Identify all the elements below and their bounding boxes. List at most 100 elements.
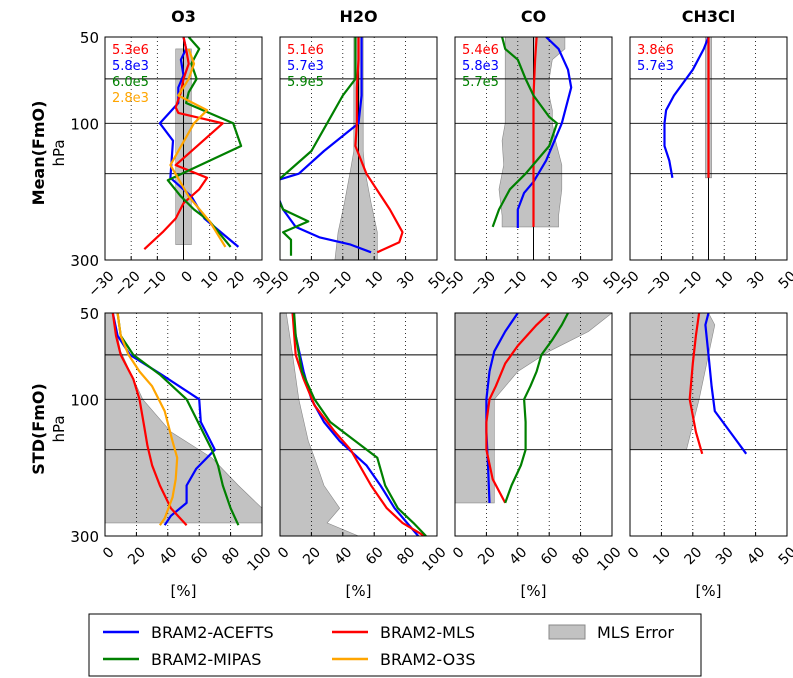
plot-frame bbox=[279, 36, 438, 261]
legend-label: MLS Error bbox=[597, 623, 674, 642]
count-label: 5.7e3 bbox=[287, 59, 324, 74]
plot-frame bbox=[279, 312, 438, 537]
series-bram2-mls bbox=[291, 313, 425, 536]
x-tick-label: 0 bbox=[450, 544, 468, 562]
x-tick-label: 0 bbox=[625, 544, 643, 562]
x-tick-label: −30 bbox=[467, 268, 499, 300]
series-bram2-mls bbox=[485, 313, 550, 504]
x-tick-label: 60 bbox=[188, 544, 212, 568]
count-label: 2.8e3 bbox=[112, 91, 149, 106]
x-tick-label: 20 bbox=[681, 544, 705, 568]
x-tick-label: 0 bbox=[275, 544, 293, 562]
x-tick-label: 30 bbox=[394, 268, 418, 292]
x-tick-label: 50 bbox=[776, 544, 793, 568]
plot-frame bbox=[629, 36, 788, 261]
x-axis-label: [%] bbox=[171, 582, 197, 600]
x-tick-label: 10 bbox=[713, 268, 737, 292]
x-tick-label: 60 bbox=[363, 544, 387, 568]
series-bram2-mls bbox=[111, 313, 188, 526]
y-tick-label: 50 bbox=[80, 29, 99, 47]
panel-title: H2O bbox=[339, 7, 377, 26]
x-tick-label: −30 bbox=[85, 268, 117, 300]
x-tick-label: 30 bbox=[744, 268, 768, 292]
legend-label: BRAM2-MIPAS bbox=[151, 650, 261, 669]
legend-label: BRAM2-O3S bbox=[380, 650, 476, 669]
x-tick-label: 20 bbox=[475, 544, 499, 568]
mls-error-band bbox=[630, 313, 716, 451]
x-tick-label: −10 bbox=[138, 268, 170, 300]
x-tick-label: 20 bbox=[225, 268, 249, 292]
y-tick-label: 50 bbox=[80, 305, 99, 323]
x-axis-label: [%] bbox=[346, 582, 372, 600]
series-bram2-acefts bbox=[158, 37, 240, 248]
series-bram2-o3s bbox=[116, 313, 179, 526]
panel-std-4: 0 10 20 30 40 50 [%] bbox=[625, 312, 793, 600]
series-bram2-mls bbox=[688, 313, 704, 455]
x-tick-label: 30 bbox=[713, 544, 737, 568]
plot-frame bbox=[454, 312, 613, 537]
count-label: 5.7e3 bbox=[637, 59, 674, 74]
series-bram2-mipas bbox=[504, 313, 569, 504]
x-tick-label: 10 bbox=[538, 268, 562, 292]
plot-frame bbox=[104, 312, 263, 537]
x-tick-label: 10 bbox=[650, 544, 674, 568]
x-tick-label: 40 bbox=[506, 544, 530, 568]
panel-title: CH3Cl bbox=[682, 7, 736, 26]
count-label: 5.4e6 bbox=[462, 43, 499, 58]
x-tick-label: −10 bbox=[498, 268, 530, 300]
x-tick-label: 80 bbox=[394, 544, 418, 568]
x-tick-label: 100 bbox=[244, 544, 274, 574]
y-tick-label: 100 bbox=[70, 391, 99, 409]
x-tick-label: 50 bbox=[776, 268, 793, 292]
count-label: 3.8e6 bbox=[637, 43, 674, 58]
series-bram2-mls bbox=[143, 37, 224, 251]
series-bram2-mipas bbox=[293, 313, 427, 536]
panel-std-2: 0 20 40 60 80 100 [%] bbox=[275, 312, 450, 600]
x-tick-label: 40 bbox=[331, 544, 355, 568]
legend: BRAM2-ACEFTS BRAM2-MLS MLS Error BRAM2-MIPA… bbox=[88, 613, 702, 677]
panel-title: CO bbox=[521, 7, 546, 26]
x-axis-label: [%] bbox=[696, 582, 722, 600]
x-axis-label: [%] bbox=[521, 582, 547, 600]
mls-error-band bbox=[280, 313, 359, 536]
mls-error-band bbox=[105, 313, 262, 524]
row-labels: Mean(FmO) STD(FmO) bbox=[29, 101, 48, 475]
x-tick-label: 10 bbox=[363, 268, 387, 292]
series-bram2-mipas bbox=[166, 37, 243, 248]
x-tick-label: −10 bbox=[673, 268, 705, 300]
count-label: 5.9e5 bbox=[287, 75, 324, 90]
x-tick-label: 0 bbox=[100, 544, 118, 562]
mls-error-band bbox=[455, 313, 612, 504]
panel-title: O3 bbox=[171, 7, 196, 26]
x-tick-label: 30 bbox=[569, 268, 593, 292]
legend-label: BRAM2-MLS bbox=[380, 623, 475, 642]
legend-swatch bbox=[548, 624, 586, 640]
count-label: 5.7e5 bbox=[462, 75, 499, 90]
series-bram2-acefts bbox=[704, 313, 748, 455]
x-tick-label: 80 bbox=[569, 544, 593, 568]
x-tick-label: −30 bbox=[642, 268, 674, 300]
panel-std-3: 0 20 40 60 80 100 [%] bbox=[450, 312, 625, 600]
y-tick-label: 300 bbox=[70, 528, 99, 546]
legend-label: BRAM2-ACEFTS bbox=[151, 623, 274, 642]
row-label: STD(FmO) bbox=[29, 383, 48, 475]
row-label: Mean(FmO) bbox=[29, 101, 48, 206]
series-bram2-mipas bbox=[116, 313, 240, 526]
x-tick-label: 10 bbox=[198, 268, 222, 292]
count-label: 5.8e3 bbox=[462, 59, 499, 74]
series-bram2-mipas bbox=[491, 37, 559, 228]
series-bram2-mipas bbox=[280, 37, 357, 256]
series-bram2-o3s bbox=[169, 48, 227, 248]
y-tick-label: 100 bbox=[70, 115, 99, 133]
x-tick-label: 60 bbox=[538, 544, 562, 568]
x-tick-label: 100 bbox=[419, 544, 449, 574]
y-axis-unit: hPa bbox=[50, 139, 68, 166]
series-bram2-mls bbox=[532, 37, 538, 227]
count-label: 5.1e6 bbox=[287, 43, 324, 58]
